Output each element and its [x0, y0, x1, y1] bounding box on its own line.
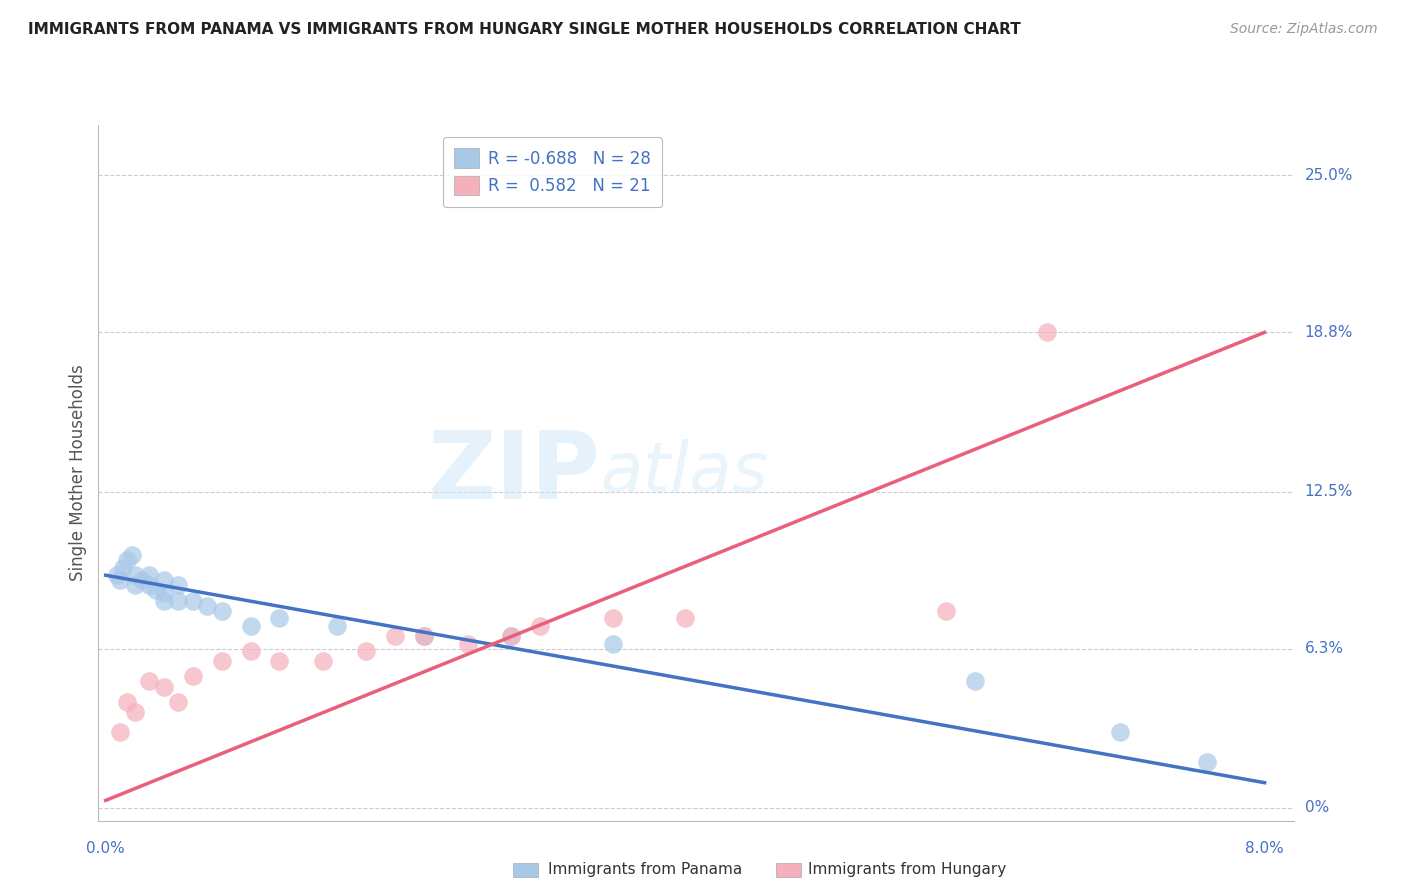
- Text: atlas: atlas: [600, 439, 768, 507]
- Point: [195, 599, 218, 613]
- Point: [211, 654, 233, 668]
- Text: 25.0%: 25.0%: [1305, 168, 1353, 183]
- Point: [138, 568, 160, 582]
- Point: [326, 619, 349, 633]
- Point: [181, 593, 204, 607]
- Text: 6.3%: 6.3%: [1305, 641, 1344, 657]
- Point: [138, 578, 160, 592]
- Point: [413, 629, 436, 643]
- Text: Source: ZipAtlas.com: Source: ZipAtlas.com: [1230, 22, 1378, 37]
- Point: [117, 695, 139, 709]
- Point: [935, 604, 957, 618]
- Point: [602, 636, 624, 650]
- Point: [269, 611, 291, 625]
- Point: [105, 568, 128, 582]
- Point: [269, 654, 291, 668]
- Point: [529, 619, 551, 633]
- Point: [457, 636, 479, 650]
- Text: 8.0%: 8.0%: [1246, 841, 1284, 856]
- Point: [121, 548, 143, 562]
- Point: [413, 629, 436, 643]
- Point: [673, 611, 696, 625]
- Point: [167, 578, 190, 592]
- Point: [108, 574, 131, 588]
- Text: Immigrants from Panama: Immigrants from Panama: [548, 863, 742, 877]
- Point: [239, 619, 262, 633]
- Point: [501, 629, 523, 643]
- Point: [131, 574, 153, 588]
- Text: IMMIGRANTS FROM PANAMA VS IMMIGRANTS FROM HUNGARY SINGLE MOTHER HOUSEHOLDS CORRE: IMMIGRANTS FROM PANAMA VS IMMIGRANTS FRO…: [28, 22, 1021, 37]
- Point: [1108, 725, 1130, 739]
- Point: [124, 568, 146, 582]
- Point: [312, 654, 335, 668]
- Text: 18.8%: 18.8%: [1305, 325, 1353, 340]
- Point: [117, 553, 139, 567]
- Y-axis label: Single Mother Households: Single Mother Households: [69, 365, 87, 581]
- Point: [211, 604, 233, 618]
- Text: 12.5%: 12.5%: [1305, 484, 1353, 500]
- Point: [1195, 756, 1218, 770]
- Point: [152, 593, 174, 607]
- Point: [963, 674, 986, 689]
- Point: [145, 583, 167, 598]
- Point: [152, 574, 174, 588]
- Point: [501, 629, 523, 643]
- Point: [181, 669, 204, 683]
- Point: [124, 705, 146, 719]
- Point: [167, 593, 190, 607]
- Point: [152, 586, 174, 600]
- Point: [152, 680, 174, 694]
- Point: [138, 674, 160, 689]
- Point: [108, 725, 131, 739]
- Text: 0%: 0%: [1305, 800, 1329, 815]
- Point: [112, 560, 135, 574]
- Point: [1036, 326, 1059, 340]
- Text: 0.0%: 0.0%: [86, 841, 125, 856]
- Point: [356, 644, 378, 658]
- Text: Immigrants from Hungary: Immigrants from Hungary: [808, 863, 1007, 877]
- Point: [124, 578, 146, 592]
- Point: [602, 611, 624, 625]
- Point: [239, 644, 262, 658]
- Point: [167, 695, 190, 709]
- Point: [384, 629, 406, 643]
- Legend: R = -0.688   N = 28, R =  0.582   N = 21: R = -0.688 N = 28, R = 0.582 N = 21: [443, 136, 662, 207]
- Text: ZIP: ZIP: [427, 426, 600, 519]
